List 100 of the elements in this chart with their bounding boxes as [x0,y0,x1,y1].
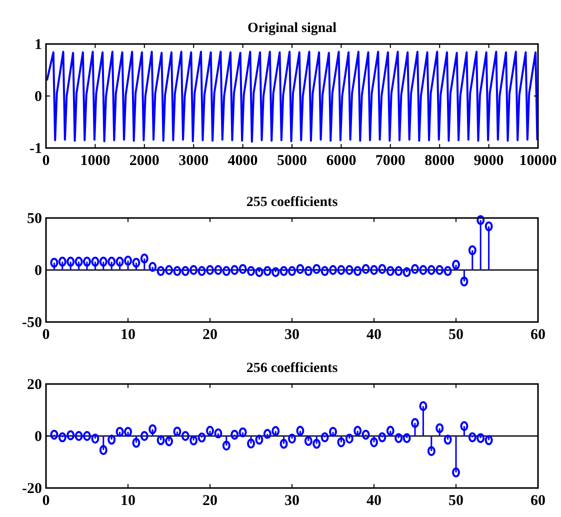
point [280,438,288,449]
y-tick-label: 0 [34,429,42,445]
point [99,445,108,456]
point [402,433,411,444]
point [91,434,100,444]
point [296,264,304,274]
y-tick-label: 0 [34,263,42,279]
point [190,435,198,446]
x-tick-label: 50 [448,493,464,509]
y-tick-label: -1 [30,141,42,157]
point [132,438,140,448]
point [83,431,91,441]
point [140,254,148,264]
point [181,266,190,276]
point [370,265,378,275]
point [362,430,370,440]
point [354,266,362,276]
point [280,266,288,276]
point [156,266,165,276]
x-tick-label: 10000 [519,153,557,169]
point [116,256,124,267]
point [272,267,280,278]
point [386,266,394,276]
point [320,432,329,442]
point [337,437,346,448]
point [66,256,75,267]
point [288,434,296,444]
point [50,258,58,268]
point [484,435,493,446]
x-tick-label: 10 [120,493,136,509]
point [66,430,75,440]
point [247,438,255,449]
x-tick-label: 40 [366,493,382,509]
point [255,434,264,445]
point [263,428,272,439]
point [173,266,182,276]
point [148,424,157,434]
y-tick-label: -20 [22,481,42,497]
point [296,426,304,436]
point [58,256,66,267]
point [320,266,329,276]
point [312,438,321,449]
point [50,430,58,440]
point [58,432,66,442]
x-tick-label: 40 [366,327,382,343]
point [345,265,354,275]
x-tick-label: 20 [202,493,218,509]
point [304,436,312,446]
point [304,266,312,276]
x-tick-label: 5000 [277,153,307,169]
point [83,256,91,267]
chart-title: 256 coefficients [246,361,338,376]
x-tick-label: 60 [530,327,546,343]
point [378,432,386,442]
point [140,431,148,441]
point [124,426,132,437]
point [181,431,190,441]
y-tick-label: 0 [34,89,42,105]
x-tick-label: 4000 [228,153,258,169]
point [476,215,485,226]
point [198,266,206,276]
point [444,266,452,276]
point [460,276,468,286]
point [165,436,173,446]
x-tick-label: 2000 [129,153,160,169]
point [427,446,436,456]
point [222,440,230,451]
point [329,265,337,275]
point [263,266,272,276]
point [272,426,280,436]
x-tick-label: 8000 [424,153,455,169]
point [468,432,476,442]
point [452,467,460,478]
point [436,265,444,275]
point [452,260,460,270]
y-tick-label: 50 [27,211,42,227]
x-tick-label: 3000 [178,153,209,169]
point [74,431,83,441]
point [198,432,206,443]
x-tick-label: 6000 [326,153,356,169]
point [165,265,173,275]
point [116,426,124,437]
point [156,435,165,446]
point [312,264,321,274]
point [345,434,354,444]
point [255,267,264,278]
point [247,266,255,276]
point [288,266,296,276]
point [230,430,239,440]
x-tick-label: 7000 [375,153,406,169]
x-tick-label: 10 [120,327,136,343]
point [108,434,116,445]
point [99,256,108,267]
point [436,423,444,434]
point [468,245,476,256]
point [370,437,378,448]
point [148,262,157,272]
point [124,256,132,266]
point [444,434,452,445]
point [460,421,468,432]
